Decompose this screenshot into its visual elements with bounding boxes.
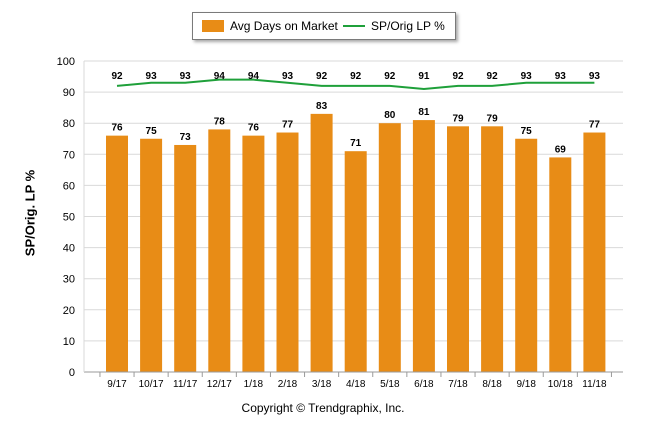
y-tick-label: 70: [63, 149, 75, 161]
y-tick-label: 90: [63, 87, 75, 99]
bar-value-label: 83: [316, 101, 328, 112]
y-tick-label: 30: [63, 274, 75, 286]
bar-value-label: 75: [521, 126, 533, 137]
bar: [208, 129, 231, 372]
bar-value-label: 81: [418, 107, 430, 118]
x-tick-label: 10/17: [139, 379, 164, 390]
bar: [412, 120, 435, 372]
bar: [447, 126, 469, 372]
bar: [378, 123, 401, 372]
bar-value-label: 77: [282, 120, 294, 131]
line-value-label: 92: [316, 71, 328, 82]
x-tick-label: 12/17: [207, 379, 232, 390]
bar: [242, 135, 265, 372]
bar-value-label: 73: [180, 132, 192, 143]
bar-value-label: 71: [350, 138, 362, 149]
legend-line-label: SP/Orig LP %: [371, 19, 445, 33]
line-value-label: 93: [282, 71, 294, 82]
y-tick-label: 50: [63, 212, 75, 224]
bar: [276, 132, 299, 372]
bar: [549, 157, 572, 372]
copyright-text: Copyright © Trendgraphix, Inc.: [241, 401, 405, 415]
y-tick-label: 20: [63, 305, 75, 317]
y-tick-label: 0: [69, 367, 75, 379]
line-value-label: 91: [418, 71, 430, 82]
x-tick-label: 11/18: [582, 379, 607, 390]
line-series: [116, 78, 595, 90]
x-tick-label: 6/18: [414, 379, 434, 390]
bar: [310, 113, 333, 373]
bar-value-label: 76: [248, 123, 260, 134]
bar-value-label: 78: [214, 116, 226, 127]
x-tick-label: 2/18: [278, 379, 298, 390]
line-value-label: 94: [214, 71, 226, 82]
bar-value-label: 77: [589, 120, 601, 131]
line-value-label: 93: [555, 71, 567, 82]
line-value-label: 92: [384, 71, 396, 82]
bar: [140, 138, 163, 372]
x-tick-label: 1/18: [244, 379, 264, 390]
x-tick-label: 7/18: [448, 379, 468, 390]
x-tick-label: 9/18: [516, 379, 536, 390]
x-tick-label: 11/17: [173, 379, 198, 390]
x-tick-label: 10/18: [548, 379, 573, 390]
x-tick-label: 4/18: [346, 379, 366, 390]
chart-legend: Avg Days on Market SP/Orig LP %: [192, 12, 456, 40]
x-tick-label: 3/18: [312, 379, 332, 390]
bar: [174, 144, 197, 372]
x-tick-label: 5/18: [380, 379, 400, 390]
line-value-label: 93: [146, 71, 158, 82]
legend-bar-label: Avg Days on Market: [230, 19, 338, 33]
bar: [106, 135, 128, 372]
bar: [481, 126, 504, 372]
legend-item-line: SP/Orig LP %: [343, 13, 445, 39]
line-value-label: 92: [487, 71, 499, 82]
bar: [344, 151, 367, 372]
line-value-label: 94: [248, 71, 260, 82]
y-tick-label: 80: [63, 118, 75, 130]
line-value-label: 93: [589, 71, 601, 82]
legend-bar-swatch: [202, 20, 224, 32]
line-value-label: 93: [180, 71, 192, 82]
bar-value-label: 79: [487, 113, 499, 124]
legend-line-swatch: [343, 25, 365, 27]
line-value-label: 93: [521, 71, 533, 82]
y-tick-label: 40: [63, 243, 75, 255]
line-value-label: 92: [452, 71, 464, 82]
line-value-label: 92: [111, 71, 123, 82]
x-tick-label: 9/17: [107, 379, 127, 390]
bar-value-label: 75: [146, 126, 158, 137]
bar-value-label: 76: [111, 123, 123, 134]
x-tick-label: 8/18: [482, 379, 502, 390]
bar: [515, 138, 538, 372]
bar-value-label: 79: [452, 113, 464, 124]
bar: [583, 132, 606, 372]
y-tick-label: 60: [63, 180, 75, 192]
line-value-label: 92: [350, 71, 362, 82]
y-tick-label: 10: [63, 336, 75, 348]
y-tick-label: 100: [57, 56, 75, 68]
bar-value-label: 80: [384, 110, 396, 121]
legend-item-bar: Avg Days on Market: [202, 13, 338, 39]
bar-value-label: 69: [555, 144, 567, 155]
